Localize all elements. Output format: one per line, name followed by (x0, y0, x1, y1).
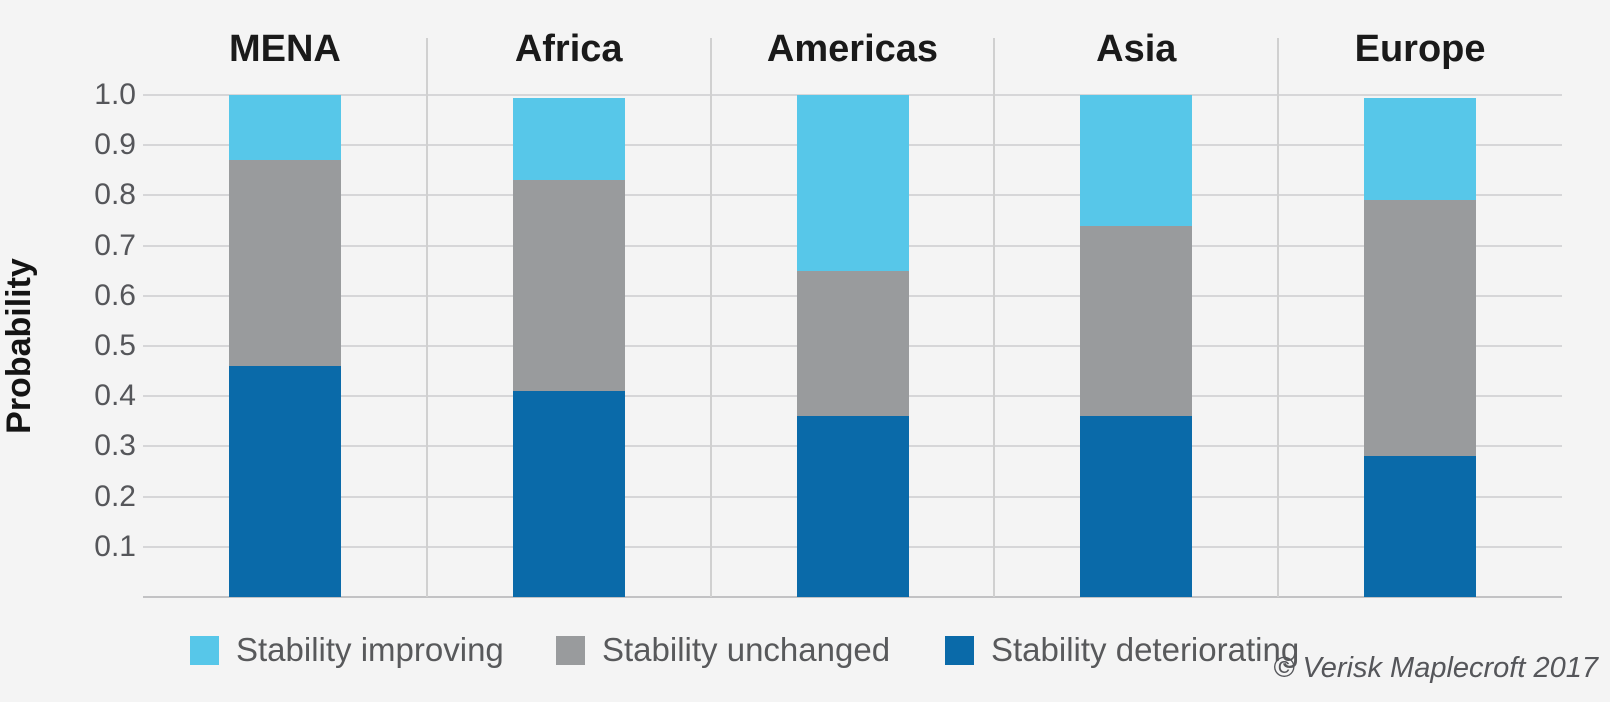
bar-mena-stability-unchanged (229, 160, 341, 367)
y-tick-label: 0.2 (94, 479, 136, 513)
bar-asia-stability-improving (1080, 95, 1192, 226)
y-tick-label: 0.3 (94, 429, 136, 463)
category-header-europe: Europe (1354, 28, 1486, 70)
legend-label-deteriorating: Stability deteriorating (991, 631, 1300, 668)
x-axis-line (143, 596, 1562, 598)
bar-americas-stability-deteriorating (797, 416, 909, 597)
legend-label-unchanged: Stability unchanged (602, 631, 891, 668)
category-header-africa: Africa (514, 28, 623, 70)
bar-europe-stability-deteriorating (1364, 456, 1476, 597)
bar-europe-stability-unchanged (1364, 200, 1476, 457)
bar-asia-stability-unchanged (1080, 225, 1192, 417)
y-tick-label: 0.9 (94, 128, 136, 162)
legend-label-improving: Stability improving (236, 631, 504, 668)
y-tick-label: 1.0 (94, 78, 136, 111)
legend-swatch-unchanged-icon (556, 635, 585, 665)
bar-europe-stability-improving (1364, 97, 1476, 201)
bar-americas-stability-improving (797, 95, 909, 271)
copyright-credit: © Verisk Maplecroft 2017 (1273, 652, 1598, 684)
bar-mena-stability-improving (229, 95, 341, 161)
bar-asia-stability-deteriorating (1080, 416, 1192, 597)
legend-swatch-deteriorating-icon (945, 635, 974, 665)
legend-item-unchanged: Stability unchanged (556, 631, 891, 668)
y-tick-label: 0.8 (94, 178, 136, 212)
y-tick-label: 0.1 (94, 529, 136, 563)
bar-americas-stability-unchanged (797, 270, 909, 417)
y-tick-label: 0.7 (94, 228, 136, 262)
legend-item-deteriorating: Stability deteriorating (945, 631, 1300, 668)
panel-separator (993, 38, 995, 597)
bar-africa-stability-deteriorating (513, 391, 625, 597)
category-header-asia: Asia (1096, 28, 1177, 70)
bar-africa-stability-unchanged (513, 180, 625, 392)
y-tick-label: 0.4 (94, 379, 136, 413)
bar-mena-stability-deteriorating (229, 366, 341, 597)
category-header-americas: Americas (766, 28, 939, 70)
legend-item-improving: Stability improving (190, 631, 504, 668)
panel-separator (710, 38, 712, 597)
bar-africa-stability-improving (513, 97, 625, 181)
panel-separator (1277, 38, 1279, 597)
panel-separator (426, 38, 428, 597)
y-tick-label: 0.5 (94, 329, 136, 362)
y-tick-label: 0.6 (94, 278, 136, 312)
legend-swatch-improving-icon (190, 635, 219, 665)
category-header-mena: MENA (228, 28, 341, 70)
